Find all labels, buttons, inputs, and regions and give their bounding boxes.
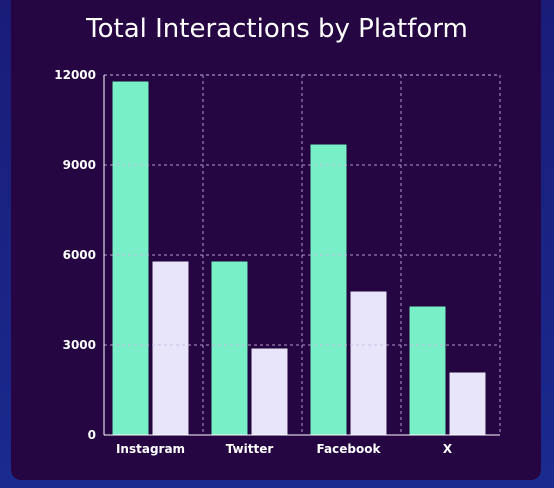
chart-title: Total Interactions by Platform <box>86 14 468 44</box>
x-tick-label-twitter: Twitter <box>226 442 274 456</box>
bar-facebook-series-2 <box>349 290 388 436</box>
x-tick-label-x: X <box>443 442 453 456</box>
y-tick-label-3000: 3000 <box>63 338 96 352</box>
y-tick-label-6000: 6000 <box>63 248 96 262</box>
bar-twitter-series-1 <box>210 260 249 436</box>
bar-instagram-series-2 <box>151 260 190 436</box>
bar-x-series-1 <box>408 305 447 436</box>
bar-instagram-series-1 <box>111 80 150 436</box>
bar-twitter-series-2 <box>250 347 289 436</box>
y-tick-label-0: 0 <box>88 428 96 442</box>
y-tick-label-12000: 12000 <box>54 68 96 82</box>
bar-x-series-2 <box>448 371 487 436</box>
y-tick-label-9000: 9000 <box>63 158 96 172</box>
bar-facebook-series-1 <box>309 143 348 436</box>
x-tick-label-instagram: Instagram <box>116 442 185 456</box>
x-tick-label-facebook: Facebook <box>317 442 382 456</box>
